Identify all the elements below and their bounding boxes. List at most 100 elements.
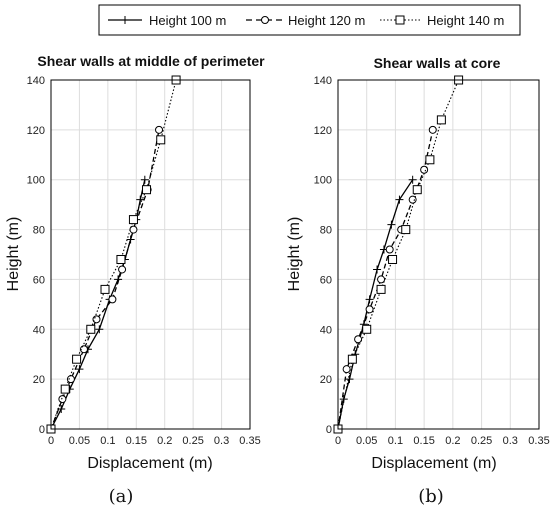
panel-a: Shear walls at middle of perimeter 0 0.05… (5, 53, 265, 507)
y-tick-label: 140 (314, 75, 332, 87)
data-point-plus (408, 175, 417, 184)
data-point-circle (365, 305, 374, 314)
data-point-square (156, 135, 166, 145)
legend-label-2: Height 120 m (288, 13, 365, 28)
data-point-square (100, 284, 110, 294)
data-point-plus (373, 265, 382, 274)
panel-b-xlabel: Displacement (m) (371, 455, 496, 472)
data-point-plus (395, 195, 404, 204)
x-tick-label: 0.25 (471, 435, 492, 447)
data-point-circle (354, 335, 363, 344)
data-point-plus (345, 375, 354, 384)
x-tick-label: 0.2 (445, 435, 460, 447)
x-tick-label: 0.3 (214, 435, 229, 447)
panel-b-plot-frame (337, 79, 540, 430)
x-tick-label: 0 (48, 435, 54, 447)
x-tick-label: 0.05 (356, 435, 377, 447)
panel-b-title: Shear walls at core (374, 55, 501, 71)
y-tick-label: 120 (314, 125, 332, 137)
y-tick-label: 100 (314, 175, 332, 187)
x-tick-label: 0.1 (100, 435, 115, 447)
data-point-circle (79, 345, 88, 354)
data-point-plus (140, 175, 149, 184)
data-point-plus (136, 195, 145, 204)
legend-entry-2: Height 120 m (246, 13, 365, 28)
data-point-circle (118, 265, 127, 274)
x-tick-label: 0.15 (413, 435, 434, 447)
x-tick-label: 0.35 (239, 435, 260, 447)
panel-a-ylabel: Height (m) (5, 217, 22, 292)
legend: Height 100 m Height 120 m Height 140 m (98, 4, 521, 36)
panel-b: Shear walls at core 0 0.05 0.1 0.15 0.2 0.25 0… (286, 55, 550, 507)
data-point-circle (342, 365, 351, 374)
series-plus (334, 175, 417, 433)
data-point-square (376, 284, 386, 294)
series-line (337, 129, 434, 430)
panel-b-caption: (b) (418, 486, 444, 507)
data-point-square (128, 215, 138, 225)
data-point-square (116, 254, 126, 264)
y-tick-label: 80 (320, 225, 332, 237)
data-point-square (412, 185, 422, 195)
data-point-circle (58, 395, 67, 404)
data-point-circle (108, 295, 117, 304)
y-tick-label: 0 (326, 424, 332, 436)
data-point-square (72, 354, 82, 364)
legend-label-3: Height 140 m (427, 13, 504, 28)
y-tick-label: 20 (320, 374, 332, 386)
data-point-plus (365, 295, 374, 304)
legend-entry-1: Height 100 m (108, 13, 226, 28)
data-point-circle (385, 245, 394, 254)
legend-box (98, 4, 521, 36)
x-tick-label: 0.15 (126, 435, 147, 447)
data-point-square (142, 185, 152, 195)
x-tick-label: 0.1 (388, 435, 403, 447)
data-point-square (436, 115, 446, 125)
data-point-plus (387, 220, 396, 229)
data-point-square (347, 354, 357, 364)
y-tick-label: 100 (27, 175, 45, 187)
legend-entry-3: Height 140 m (380, 13, 504, 28)
series-line (50, 79, 177, 430)
panel-a-title: Shear walls at middle of perimeter (37, 53, 265, 69)
x-tick-label: 0.2 (157, 435, 172, 447)
data-point-circle (155, 125, 164, 134)
panel-a-tick-labels: 0 0.05 0.1 0.15 0.2 0.25 0.3 0.35 0 20 40 60 80 100 12… (27, 75, 261, 447)
data-point-circle (428, 125, 437, 134)
x-tick-label: 0 (335, 435, 341, 447)
panel-a-plot-frame (50, 79, 251, 430)
y-tick-label: 60 (320, 274, 332, 286)
series-line (337, 79, 460, 430)
data-point-plus (75, 365, 84, 374)
series-plus (47, 175, 149, 433)
panel-b-ylabel: Height (m) (286, 217, 303, 292)
y-tick-label: 0 (39, 424, 45, 436)
panel-b-series (333, 75, 464, 434)
data-point-plus (95, 325, 104, 334)
y-tick-label: 40 (320, 324, 332, 336)
panel-a-grid (50, 79, 251, 430)
data-point-square (362, 324, 372, 334)
panel-b-grid (337, 79, 540, 430)
panel-a-series (46, 75, 181, 434)
data-point-square (86, 324, 96, 334)
x-tick-label: 0.05 (69, 435, 90, 447)
data-point-square (388, 254, 398, 264)
data-point-circle (377, 275, 386, 284)
data-point-square (60, 384, 70, 394)
x-tick-label: 0.25 (182, 435, 203, 447)
y-tick-label: 60 (33, 274, 45, 286)
data-point-plus (126, 235, 135, 244)
panel-b-tick-labels: 0 0.05 0.1 0.15 0.2 0.25 0.3 0.35 0 20 40 60 80 100 12… (314, 75, 550, 447)
x-tick-label: 0.3 (503, 435, 518, 447)
data-point-plus (339, 395, 348, 404)
data-point-square (425, 155, 435, 165)
y-tick-label: 40 (33, 324, 45, 336)
panel-a-caption: (a) (109, 486, 134, 507)
data-point-circle (408, 195, 417, 204)
legend-label-1: Height 100 m (149, 13, 226, 28)
data-point-square (401, 225, 411, 235)
panel-a-xlabel: Displacement (m) (87, 455, 212, 472)
y-tick-label: 140 (27, 75, 45, 87)
